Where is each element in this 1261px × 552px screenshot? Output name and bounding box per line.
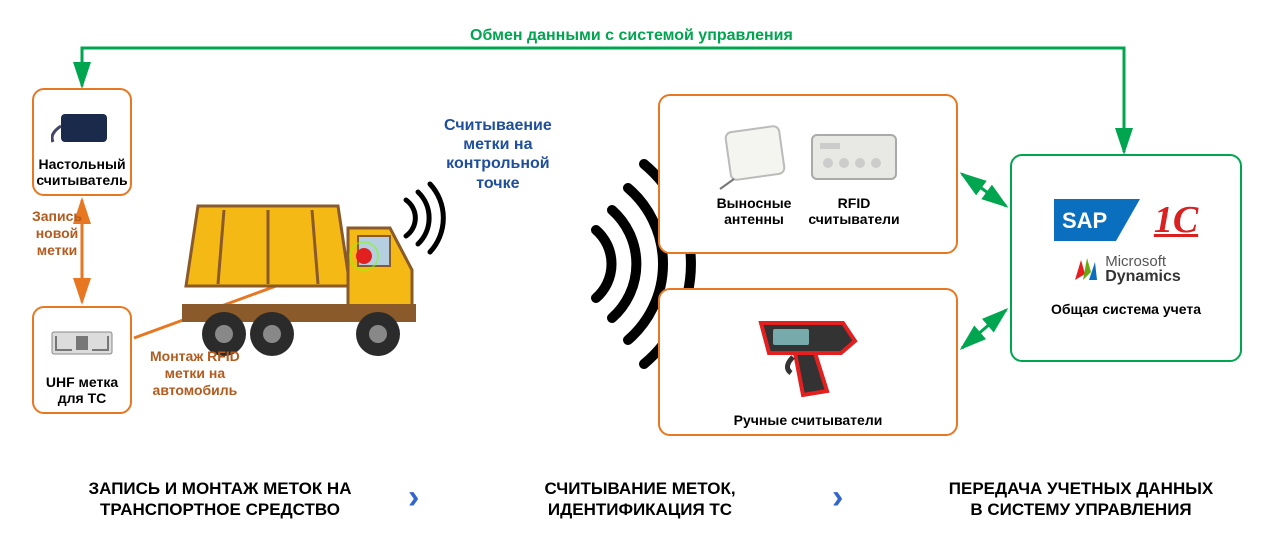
label-read-point: Считываениеметки наконтрольнойточке (444, 116, 552, 193)
edge-readers-erp (962, 174, 1006, 206)
node-desktop-reader: Настольныйсчитыватель (32, 88, 132, 196)
ms-dynamics-logo-icon (1071, 256, 1099, 284)
svg-text:SAP: SAP (1062, 208, 1107, 233)
rfid-reader-icon (806, 121, 902, 191)
node-uhf-tag: UHF меткадля ТС (32, 306, 132, 414)
step-3: ПЕРЕДАЧА УЧЕТНЫХ ДАННЫХВ СИСТЕМУ УПРАВЛЕ… (926, 478, 1236, 521)
sap-logo-icon: SAP (1054, 199, 1140, 241)
edge-handheld-erp (962, 310, 1006, 348)
chevron-2: › (832, 478, 843, 517)
handheld-label: Ручные считыватели (734, 412, 883, 428)
top-title: Обмен данными с системой управления (470, 26, 793, 45)
edge-mount-tag (134, 256, 358, 338)
desktop-reader-label: Настольныйсчитыватель (36, 156, 127, 188)
onec-logo-icon: 1C (1154, 198, 1198, 242)
ms-dynamics-text: Microsoft Dynamics (1105, 254, 1181, 285)
step-2: СЧИТЫВАНИЕ МЕТОК,ИДЕНТИФИКАЦИЯ ТС (500, 478, 780, 521)
node-readers: Выносныеантенны RFIDсчитыватели (658, 94, 958, 254)
uhf-tag-icon (50, 326, 114, 362)
rfid-reader-label: RFIDсчитыватели (808, 195, 899, 227)
chevron-1: › (408, 478, 419, 517)
uhf-tag-label: UHF меткадля ТС (46, 374, 118, 406)
node-handheld: Ручные считыватели (658, 288, 958, 436)
handheld-scanner-icon (743, 309, 873, 399)
label-write-tag: Записьновойметки (32, 208, 82, 258)
edge-top-exchange (82, 48, 1124, 152)
usb-reader-icon (51, 106, 113, 146)
label-mount-tag: Монтаж RFIDметки наавтомобиль (150, 348, 240, 398)
antenna-icon (714, 121, 794, 191)
truck-icon (182, 206, 416, 356)
antenna-label: Выносныеантенны (717, 195, 792, 227)
step-1: ЗАПИСЬ И МОНТАЖ МЕТОК НАТРАНСПОРТНОЕ СРЕ… (60, 478, 380, 521)
erp-label: Общая система учета (1051, 301, 1201, 317)
rf-waves-small (406, 184, 443, 252)
node-erp: SAP 1C Microsoft Dynamics Общая система … (1010, 154, 1242, 362)
